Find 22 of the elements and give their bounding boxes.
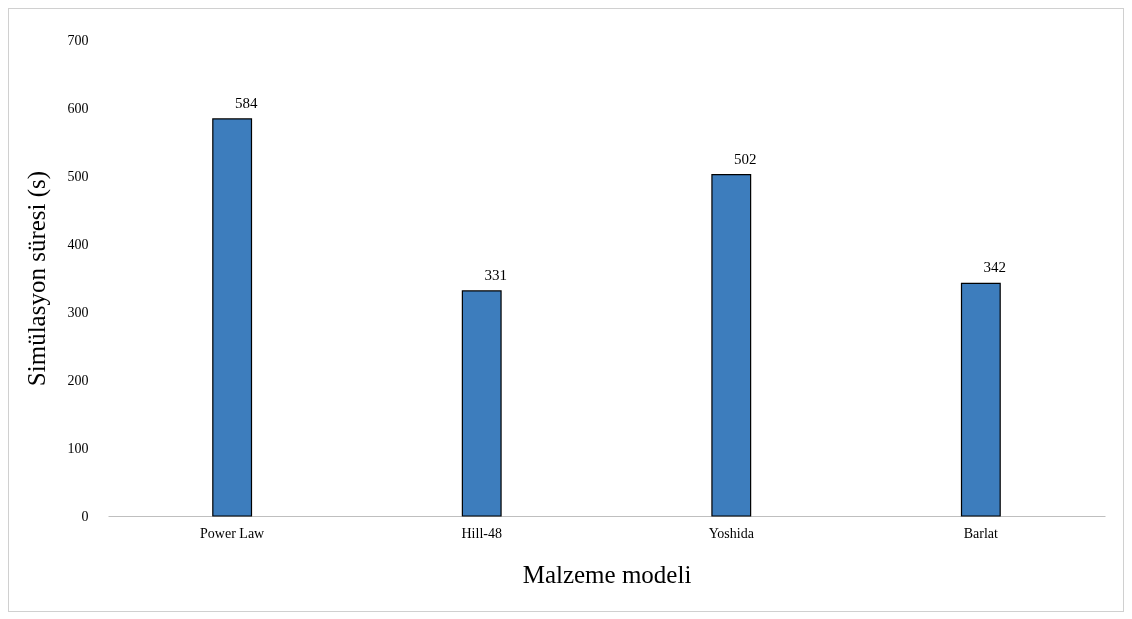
x-tick-label: Hill-48 — [461, 525, 502, 541]
data-label: 502 — [734, 150, 757, 167]
y-tick-label: 300 — [67, 304, 89, 320]
y-tick-label: 100 — [67, 440, 89, 456]
data-label: 331 — [484, 266, 507, 283]
y-tick-label: 400 — [67, 236, 89, 252]
y-tick-label: 700 — [67, 32, 89, 48]
y-tick-label: 600 — [67, 100, 89, 116]
x-axis-title: Malzeme modeli — [522, 560, 692, 588]
y-tick-label: 0 — [81, 508, 89, 524]
x-tick-label: Yoshida — [708, 525, 755, 541]
y-tick-label: 200 — [67, 372, 89, 388]
bar — [461, 290, 502, 517]
y-axis-title: Simülasyon süresi (s) — [22, 170, 51, 387]
x-tick-label: Barlat — [963, 525, 999, 541]
bar — [711, 174, 752, 517]
data-label: 584 — [234, 94, 258, 111]
y-tick-label: 500 — [67, 168, 89, 184]
x-tick-label: Power Law — [200, 525, 266, 541]
bar — [212, 118, 253, 517]
bar — [960, 282, 1001, 517]
data-label: 342 — [983, 259, 1007, 276]
